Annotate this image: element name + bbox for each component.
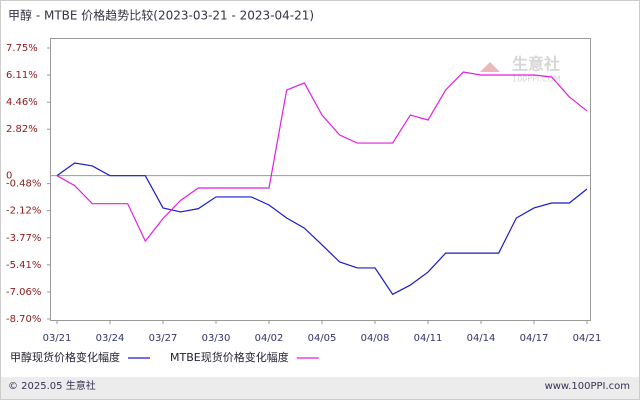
y-tick-label: 0 — [6, 171, 12, 182]
watermark-site: 100PPI.COM — [512, 75, 561, 84]
watermark-icon — [480, 62, 500, 72]
x-tick-label: 03/27 — [149, 333, 178, 344]
x-tick-label: 04/05 — [308, 333, 337, 344]
x-tick-label: 03/21 — [43, 333, 72, 344]
x-tick-label: 04/02 — [255, 333, 284, 344]
x-tick-label: 04/21 — [573, 333, 602, 344]
footer-bar — [1, 377, 639, 399]
y-tick-label: 2.82% — [6, 124, 38, 135]
y-tick-label: -2.12% — [6, 206, 41, 217]
series-line — [56, 71, 588, 243]
x-tick-label: 04/08 — [361, 333, 390, 344]
y-tick-label: 6.11% — [6, 70, 38, 81]
y-tick-label: -5.41% — [6, 260, 41, 271]
footer-left: © 2025.05 生意社 — [8, 379, 96, 392]
series-line — [56, 162, 588, 296]
y-tick-label: 4.46% — [6, 97, 38, 108]
x-tick-label: 04/11 — [414, 333, 443, 344]
x-tick-label: 04/17 — [520, 333, 549, 344]
legend-label: MTBE现货价格变化幅度 — [170, 350, 289, 364]
y-tick-label: -7.06% — [6, 287, 41, 298]
y-tick-label: -0.48% — [6, 179, 41, 190]
plot-frame — [50, 38, 591, 321]
watermark-name: 生意社 — [512, 55, 560, 74]
footer-right: www.100PPI.com — [545, 381, 630, 392]
x-tick-label: 03/24 — [96, 333, 125, 344]
y-tick-label: 7.75% — [6, 43, 38, 54]
legend-label: 甲醇现货价格变化幅度 — [10, 350, 120, 364]
x-tick-label: 04/14 — [467, 333, 496, 344]
x-tick-label: 03/30 — [202, 333, 231, 344]
chart-title: 甲醇 - MTBE 价格趋势比较(2023-03-21 - 2023-04-21… — [8, 8, 314, 23]
watermark: 生意社 100PPI.COM — [480, 55, 561, 84]
y-tick-label: -8.70% — [6, 314, 41, 325]
y-tick-label: -3.77% — [6, 233, 41, 244]
